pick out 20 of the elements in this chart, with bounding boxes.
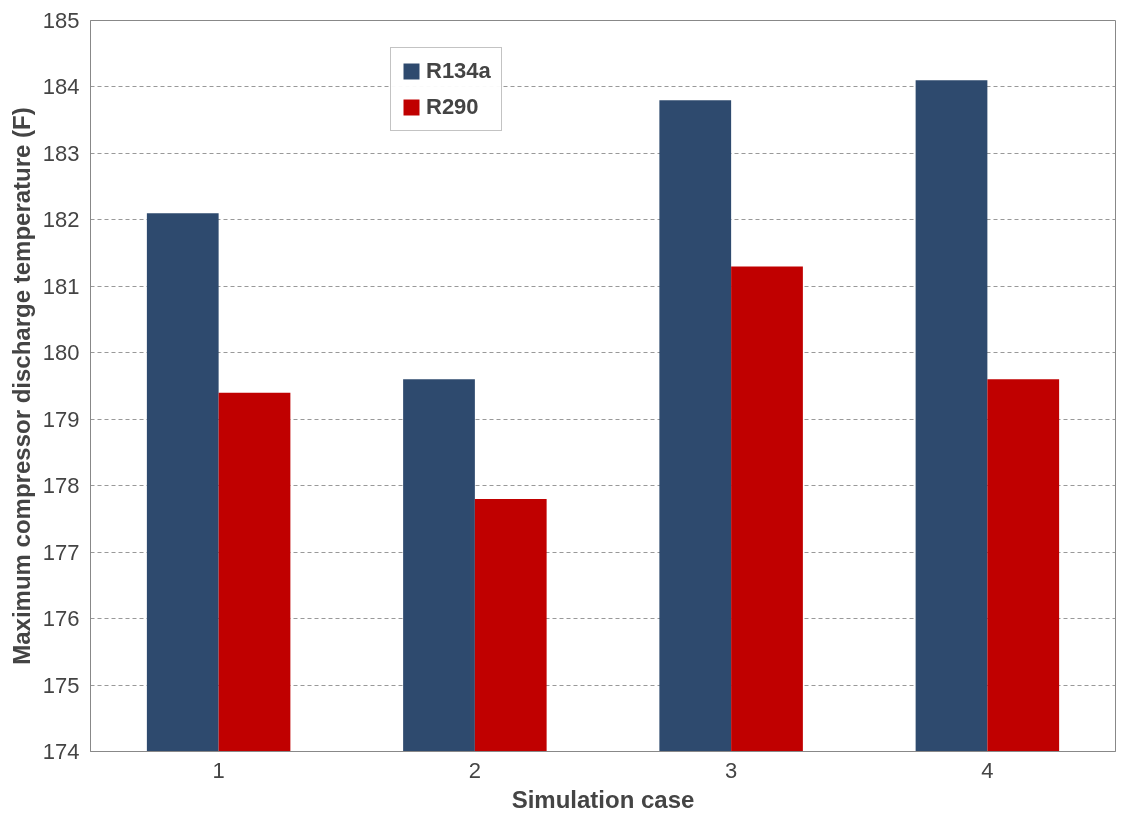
y-tick-label: 185: [42, 8, 80, 33]
y-tick-label: 181: [42, 273, 80, 299]
x-tick-label: 1: [212, 757, 225, 783]
y-tick-label: 174: [42, 739, 80, 764]
y-tick-label: 179: [42, 406, 80, 432]
y-tick-label: 178: [42, 473, 80, 499]
x-tick-label: 3: [725, 757, 738, 783]
x-tick-label: 2: [468, 757, 482, 783]
y-tick-label: 184: [42, 74, 80, 100]
legend-label: R290: [426, 94, 479, 120]
x-tick-label: 4: [981, 757, 994, 783]
y-tick-label: 180: [42, 340, 80, 366]
legend-label: R134a: [426, 58, 491, 84]
y-tick-label: 182: [42, 207, 80, 233]
y-tick-label: 176: [42, 606, 80, 632]
x-axis-title: Simulation case: [511, 785, 695, 813]
y-tick-label: 183: [42, 140, 80, 166]
y-tick-label: 177: [42, 539, 80, 565]
y-axis-title: Maximum compressor discharge temperature (F): [7, 107, 35, 665]
y-tick-label: 175: [42, 672, 80, 698]
